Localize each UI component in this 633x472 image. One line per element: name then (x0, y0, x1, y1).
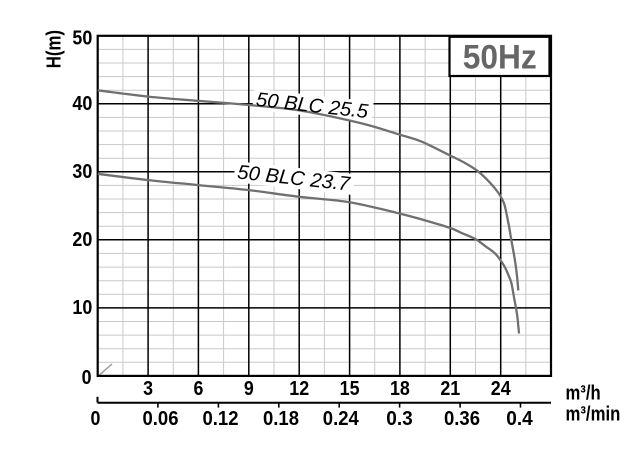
svg-text:30: 30 (72, 161, 92, 183)
svg-text:0.36: 0.36 (444, 408, 480, 430)
svg-text:0: 0 (82, 367, 92, 389)
svg-text:40: 40 (72, 93, 92, 115)
svg-text:0: 0 (91, 408, 101, 430)
svg-text:50: 50 (72, 28, 92, 50)
svg-text:21: 21 (440, 378, 460, 400)
svg-text:0.06: 0.06 (143, 408, 179, 430)
svg-text:3: 3 (143, 378, 153, 400)
svg-text:0.18: 0.18 (263, 408, 299, 430)
svg-text:m³/h: m³/h (566, 383, 601, 405)
svg-text:15: 15 (340, 378, 360, 400)
svg-text:18: 18 (390, 378, 410, 400)
svg-text:6: 6 (193, 378, 203, 400)
svg-text:9: 9 (244, 378, 254, 400)
svg-text:0.4: 0.4 (506, 408, 533, 430)
svg-text:20: 20 (72, 229, 92, 251)
svg-text:50Hz: 50Hz (463, 38, 537, 76)
svg-text:H(m): H(m) (44, 30, 66, 68)
svg-text:0.3: 0.3 (386, 408, 413, 430)
svg-text:m³/min: m³/min (566, 404, 621, 426)
svg-text:0.12: 0.12 (203, 408, 239, 430)
svg-text:0.24: 0.24 (323, 408, 360, 430)
svg-text:10: 10 (72, 297, 92, 319)
svg-text:24: 24 (491, 378, 512, 400)
svg-text:12: 12 (289, 378, 309, 400)
